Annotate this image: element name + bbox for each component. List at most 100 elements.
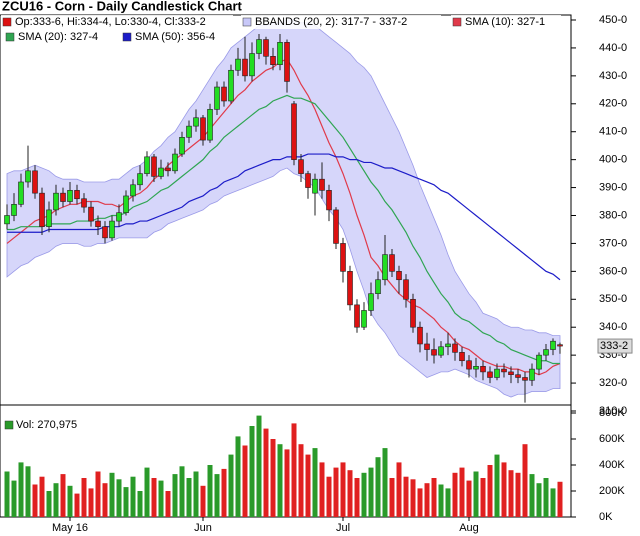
volume-bar (263, 428, 269, 517)
moving-average-line (7, 153, 561, 281)
volume-bar (207, 465, 213, 517)
volume-bar (67, 485, 73, 517)
price-panel (4, 19, 563, 403)
volume-bar (438, 484, 444, 517)
volume-bar (431, 478, 437, 517)
volume-bar (102, 483, 108, 517)
legend-label: SMA (10): 327-1 (465, 16, 545, 28)
legend-swatch (5, 32, 15, 42)
candle-body (74, 190, 80, 200)
legend-bg (4, 30, 114, 44)
x-tick-label: Jun (194, 522, 212, 534)
candle-body (67, 190, 73, 202)
volume-bar (298, 444, 304, 517)
volume-bar (326, 476, 332, 517)
candle-body (522, 377, 528, 381)
volume-bar (144, 467, 150, 517)
volume-bar (60, 474, 66, 517)
volume-bar (333, 467, 339, 517)
candle-body (494, 368, 500, 378)
volume-bar (480, 478, 486, 517)
candle-body (403, 279, 409, 300)
candle-body (431, 349, 437, 356)
volume-bar (193, 471, 199, 517)
candle-body (473, 366, 479, 370)
volume-bar (375, 457, 381, 517)
last-price-box (597, 338, 633, 354)
volume-bar (256, 415, 262, 517)
y-tick-label: 0K (599, 511, 613, 523)
volume-bar (95, 471, 101, 517)
y-tick-label: 420-0 (599, 98, 627, 110)
volume-bar (172, 474, 178, 517)
candle-body (186, 125, 192, 138)
candle-body (361, 310, 367, 328)
volume-bar (396, 462, 402, 517)
y-tick-label: 370-0 (599, 237, 627, 249)
y-tick-label: 380-0 (599, 209, 627, 221)
y-tick-label: 800K (599, 407, 625, 419)
candle-body (144, 156, 150, 174)
candle-body (158, 167, 164, 177)
volume-bar (354, 478, 360, 517)
candle-body (417, 326, 423, 345)
volume-bar (291, 423, 297, 517)
volume-bar (508, 470, 514, 517)
x-tick-label: Jul (336, 522, 350, 534)
volume-bar (123, 487, 129, 517)
legend-bg (121, 30, 231, 44)
candle-body (18, 181, 24, 205)
candle-body (60, 192, 66, 202)
y-tick-label: 350-0 (599, 293, 627, 305)
chart-title: ZCU16 - Corn - Daily Candlestick Chart (2, 0, 242, 13)
volume-bar (46, 491, 52, 517)
volume-bar (515, 472, 521, 517)
candle-body (123, 195, 129, 214)
volume-bar (221, 468, 227, 517)
volume-bar (557, 481, 563, 517)
volume-bar (473, 471, 479, 517)
volume-bar (74, 493, 80, 517)
candle-body (284, 42, 290, 82)
candle-body (270, 56, 276, 65)
candle-body (81, 198, 87, 208)
volume-bar (417, 488, 423, 517)
volume-bar (389, 478, 395, 517)
candle-body (221, 86, 227, 102)
y-tick-label: 440-0 (599, 42, 627, 54)
y-tick-label: 450-0 (599, 14, 627, 26)
volume-bar (536, 483, 542, 517)
candle-body (424, 343, 430, 350)
candle-body (291, 103, 297, 160)
volume-bar (494, 454, 500, 517)
candle-body (501, 368, 507, 373)
candle-body (354, 304, 360, 328)
candle-body (508, 371, 514, 375)
legend-bg (451, 15, 561, 29)
candle-body (102, 226, 108, 239)
volume-bar (347, 470, 353, 517)
volume-bar (200, 485, 206, 517)
volume-bar (501, 462, 507, 517)
candle-body (116, 212, 122, 222)
volume-bar (424, 483, 430, 517)
y-tick-label: 200K (599, 485, 625, 497)
candle-body (249, 53, 255, 77)
volume-bar (382, 448, 388, 517)
candle-body (466, 360, 472, 370)
volume-bar (284, 449, 290, 517)
candle-body (4, 215, 10, 225)
volume-bar (249, 426, 255, 517)
volume-bar (340, 462, 346, 517)
candle-body (536, 354, 542, 370)
y-tick-label: 410-0 (599, 126, 627, 138)
volume-bar (53, 483, 59, 517)
volume-bar (109, 472, 115, 517)
volume-bar (32, 484, 38, 517)
y-tick-label: 340-0 (599, 321, 627, 333)
candle-body (165, 167, 171, 172)
volume-bar (4, 471, 10, 517)
candle-body (305, 173, 311, 188)
volume-bar (452, 472, 458, 517)
